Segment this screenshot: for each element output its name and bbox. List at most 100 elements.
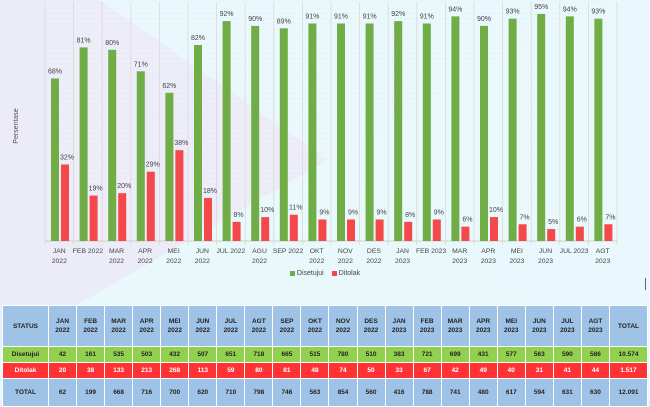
x-tick-label: DES — [367, 248, 381, 255]
legend-item-ditolak: Ditolak — [331, 270, 360, 277]
data-label-disetujui: 91% — [420, 14, 434, 21]
bar-ditolak — [347, 219, 355, 241]
data-label-ditolak: 5% — [548, 219, 558, 226]
header-month-text: JAN — [56, 318, 70, 325]
data-label-ditolak: 8% — [234, 212, 244, 219]
table-cell: 563 — [524, 346, 554, 363]
header-month: JUN 2023 — [524, 305, 554, 347]
table-cell: 586 — [580, 346, 611, 363]
x-tick-label: NOV — [338, 248, 353, 255]
x-tick-label: MEI — [168, 248, 180, 255]
bar-ditolak — [118, 193, 127, 241]
data-label-ditolak: 10% — [489, 207, 503, 214]
header-month-text: DES — [364, 318, 378, 325]
table-cell: 577 — [496, 346, 526, 363]
table-cell: 668 — [104, 378, 134, 407]
data-label-disetujui: 92% — [391, 11, 405, 18]
bar-disetujui — [51, 78, 59, 241]
data-label-disetujui: 91% — [363, 14, 377, 21]
table-row-ditolak: Ditolak 20 38 133 213 268 113 59 80 81 48 74 50 33 67 4… — [2, 362, 648, 379]
header-month-text: 2022 — [307, 327, 323, 334]
bar-ditolak — [289, 214, 298, 241]
header-month-text: 2023 — [588, 327, 603, 334]
table-cell: 81 — [272, 362, 302, 379]
header-month-text: 2023 — [532, 327, 547, 334]
x-tick-label: 2023 — [481, 258, 496, 265]
bar-disetujui — [594, 18, 603, 242]
data-label-disetujui: 80% — [105, 40, 119, 47]
table-cell: 854 — [328, 378, 358, 407]
header-month-text: MEI — [168, 318, 181, 325]
table-cell: 700 — [160, 378, 190, 407]
bar-ditolak — [61, 164, 69, 241]
bar-ditolak — [432, 219, 441, 241]
header-month-text: JAN — [392, 318, 406, 325]
x-tick-label: MAR — [109, 248, 124, 255]
header-month: APR 2022 — [132, 305, 162, 347]
data-label-ditolak: 38% — [174, 140, 188, 147]
table-cell: 780 — [328, 346, 358, 363]
header-month-text: 2023 — [447, 327, 463, 334]
x-tick-label: 2023 — [538, 258, 553, 265]
header-month-text: 2022 — [251, 327, 267, 334]
table-cell: 718 — [244, 346, 274, 363]
table-cell: 213 — [132, 362, 162, 379]
table-cell: 62 — [47, 378, 78, 407]
x-tick-label: 2023 — [595, 258, 610, 265]
header-total: TOTAL — [609, 305, 648, 347]
table-cell: 535 — [104, 346, 134, 363]
header-month-text: 2023 — [504, 327, 519, 334]
row-status: Ditolak — [2, 362, 49, 379]
row-total: 10.574 — [609, 346, 648, 363]
x-tick-label: 2022 — [109, 258, 124, 265]
header-month-text: AGT — [251, 318, 266, 325]
bar-disetujui — [108, 49, 117, 241]
x-tick-label: 2022 — [195, 258, 210, 265]
data-label-ditolak: 19% — [89, 186, 103, 193]
header-month-text: 2022 — [83, 327, 98, 334]
x-tick-label: 2022 — [338, 258, 353, 265]
data-label-ditolak: 9% — [348, 209, 358, 216]
header-month-text: 2023 — [475, 327, 491, 334]
header-month-text: JUL — [561, 318, 574, 325]
table-cell: 199 — [76, 378, 106, 407]
table-cell: 716 — [132, 378, 162, 407]
header-month: JAN 2023 — [384, 305, 414, 347]
bar-ditolak — [375, 219, 384, 241]
table-cell: 721 — [412, 346, 442, 363]
header-month-text: FEB — [84, 318, 98, 325]
table-cell: 699 — [440, 346, 470, 363]
x-tick-label: APR — [481, 248, 495, 255]
data-table: STATUS JAN 2022 FEB 2022 MAR 2022 APR 2022 MEI 20… — [2, 305, 648, 407]
table-row-disetujui: Disetujui 42 161 535 503 432 507 651 718 665 515 78… — [2, 346, 648, 363]
table-cell: 42 — [47, 346, 78, 363]
header-month-text: 2023 — [391, 327, 407, 334]
data-label-disetujui: 89% — [277, 18, 291, 25]
bar-disetujui — [165, 92, 174, 241]
data-label-disetujui: 92% — [220, 11, 234, 18]
table-cell: 41 — [552, 362, 582, 379]
x-tick-label: 2022 — [138, 258, 153, 265]
data-label-disetujui: 90% — [248, 16, 262, 23]
header-month: OKT 2022 — [300, 305, 330, 347]
x-tick-label: 2022 — [52, 258, 67, 265]
bar-ditolak — [204, 197, 212, 241]
bar-disetujui — [279, 28, 288, 242]
header-month-text: 2022 — [167, 327, 182, 334]
header-month: MEI 2022 — [160, 305, 190, 347]
table-cell: 44 — [580, 362, 611, 379]
header-month: AGT 2023 — [580, 305, 611, 347]
table-row-total: TOTAL 62 199 668 716 700 620 710 798 746 563 854 560… — [2, 378, 648, 407]
bar-ditolak — [604, 224, 613, 241]
table-cell: 48 — [300, 362, 330, 379]
bar-disetujui — [508, 18, 517, 242]
table-cell: 620 — [188, 378, 218, 407]
x-tick-label: JUN — [196, 248, 209, 255]
x-tick-label: AGT — [596, 248, 610, 255]
header-month-text: 2022 — [363, 327, 379, 334]
table-cell: 503 — [132, 346, 162, 363]
table-cell: 617 — [496, 378, 526, 407]
table-cell: 630 — [580, 378, 611, 407]
table-cell: 431 — [468, 346, 498, 363]
header-month-text: JUN — [532, 318, 546, 325]
